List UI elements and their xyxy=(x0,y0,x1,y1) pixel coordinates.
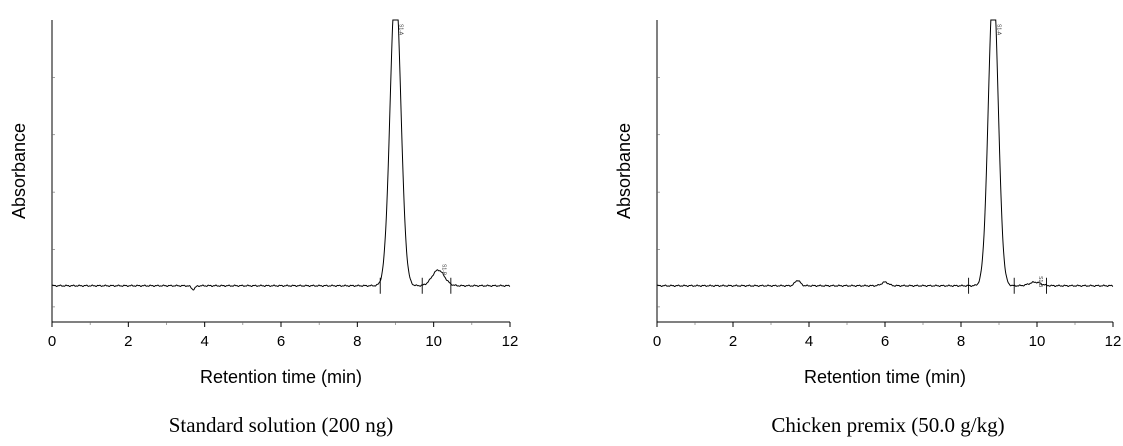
x-tick-label: 10 xyxy=(1029,333,1046,350)
x-tick-label: 8 xyxy=(353,333,361,350)
x-axis-title: Retention time (min) xyxy=(804,367,966,387)
chromatogram-trace xyxy=(656,19,1114,288)
y-axis-title: Absorbance xyxy=(9,123,29,219)
x-tick-label: 0 xyxy=(653,333,661,350)
peak-label: S1-A xyxy=(995,24,1001,36)
chromatogram-trace xyxy=(51,19,511,291)
x-tick-label: 0 xyxy=(48,333,56,350)
x-tick-label: 2 xyxy=(124,333,132,350)
peak-label: S1-A xyxy=(398,24,404,36)
x-tick-label: 2 xyxy=(729,333,737,350)
panel-caption: Standard solution (200 ng) xyxy=(169,413,394,437)
x-tick-label: 10 xyxy=(425,333,442,350)
x-tick-label: 4 xyxy=(805,333,813,350)
x-tick-label: 6 xyxy=(277,333,285,350)
x-tick-label: 12 xyxy=(1105,333,1122,350)
peak-label: S1-B xyxy=(440,264,446,276)
x-tick-label: 8 xyxy=(957,333,965,350)
panel-caption: Chicken premix (50.0 g/kg) xyxy=(771,413,1004,437)
x-tick-label: 12 xyxy=(502,333,519,350)
peak-label: S1-B xyxy=(1037,276,1043,288)
y-axis-title: Absorbance xyxy=(614,123,634,219)
x-tick-label: 6 xyxy=(881,333,889,350)
chromatogram-panel-premix: 0 2 4 6 8 10 12 Retention time (min) Absorbance C… xyxy=(614,19,1122,437)
x-tick-label: 4 xyxy=(200,333,208,350)
x-axis-title: Retention time (min) xyxy=(200,367,362,387)
chromatogram-panel-standard: 0 2 4 6 8 10 12 Retention time (min) Absorbance S… xyxy=(9,19,519,437)
